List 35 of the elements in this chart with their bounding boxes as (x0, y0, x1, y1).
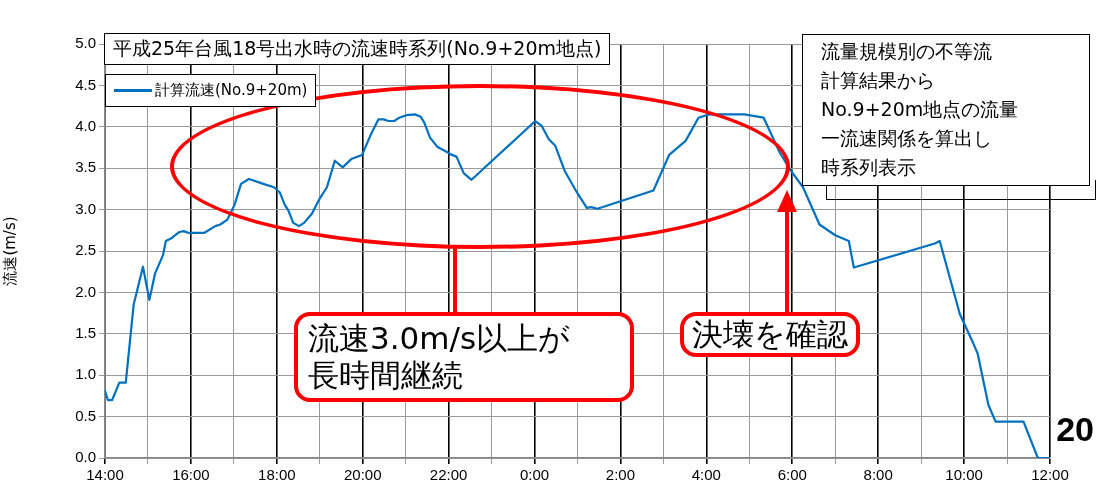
y-tick-label: 1.5 (75, 323, 96, 341)
chart-title: 平成25年台風18号出水時の流速時系列(No.9+20m地点) (104, 33, 611, 65)
x-tick-label: 12:00 (1031, 466, 1069, 484)
x-tick-label: 4:00 (691, 466, 721, 484)
annotation: 決壊を確認 (692, 316, 848, 354)
y-tick-label: 0.0 (75, 448, 96, 466)
y-tick-label: 0.5 (75, 406, 96, 424)
x-tick-label: 20:00 (343, 466, 382, 484)
x-tick-label: 10:00 (945, 466, 983, 484)
x-tick-label: 22:00 (429, 466, 468, 484)
annotation: 一流速関係を算出し (821, 126, 993, 151)
y-tick-label: 3.5 (75, 158, 96, 176)
annotation: 長時間継続 (308, 357, 464, 395)
annotation: 流速3.0m/s以上が (308, 320, 572, 358)
y-axis-title: 流速(m/s) (0, 216, 19, 286)
annotation: 流量規模別の不等流 (821, 39, 993, 64)
text: 20 (1056, 410, 1094, 449)
x-tick-label: 0:00 (519, 466, 550, 484)
x-tick-label: 18:00 (258, 466, 296, 484)
x-tick-label: 16:00 (172, 466, 210, 484)
y-tick-label: 3.0 (75, 199, 96, 217)
x-tick-label: 2:00 (605, 466, 636, 484)
annotation: 計算結果から (821, 68, 936, 93)
y-tick-label: 1.0 (75, 365, 96, 383)
legend-label: 計算流速(No.9+20m) (155, 81, 308, 100)
y-tick-label: 5.0 (75, 34, 96, 52)
annotation: 時系列表示 (821, 155, 917, 180)
y-tick-label: 2.0 (75, 282, 96, 300)
x-tick-label: 8:00 (863, 466, 893, 484)
x-tick-label: 6:00 (777, 466, 807, 484)
y-tick-label: 4.5 (75, 75, 96, 93)
y-tick-label: 4.0 (75, 116, 96, 134)
x-tick-label: 14:00 (86, 466, 124, 484)
annotation: No.9+20m地点の流量 (821, 97, 1020, 122)
y-tick-label: 2.5 (75, 241, 96, 259)
